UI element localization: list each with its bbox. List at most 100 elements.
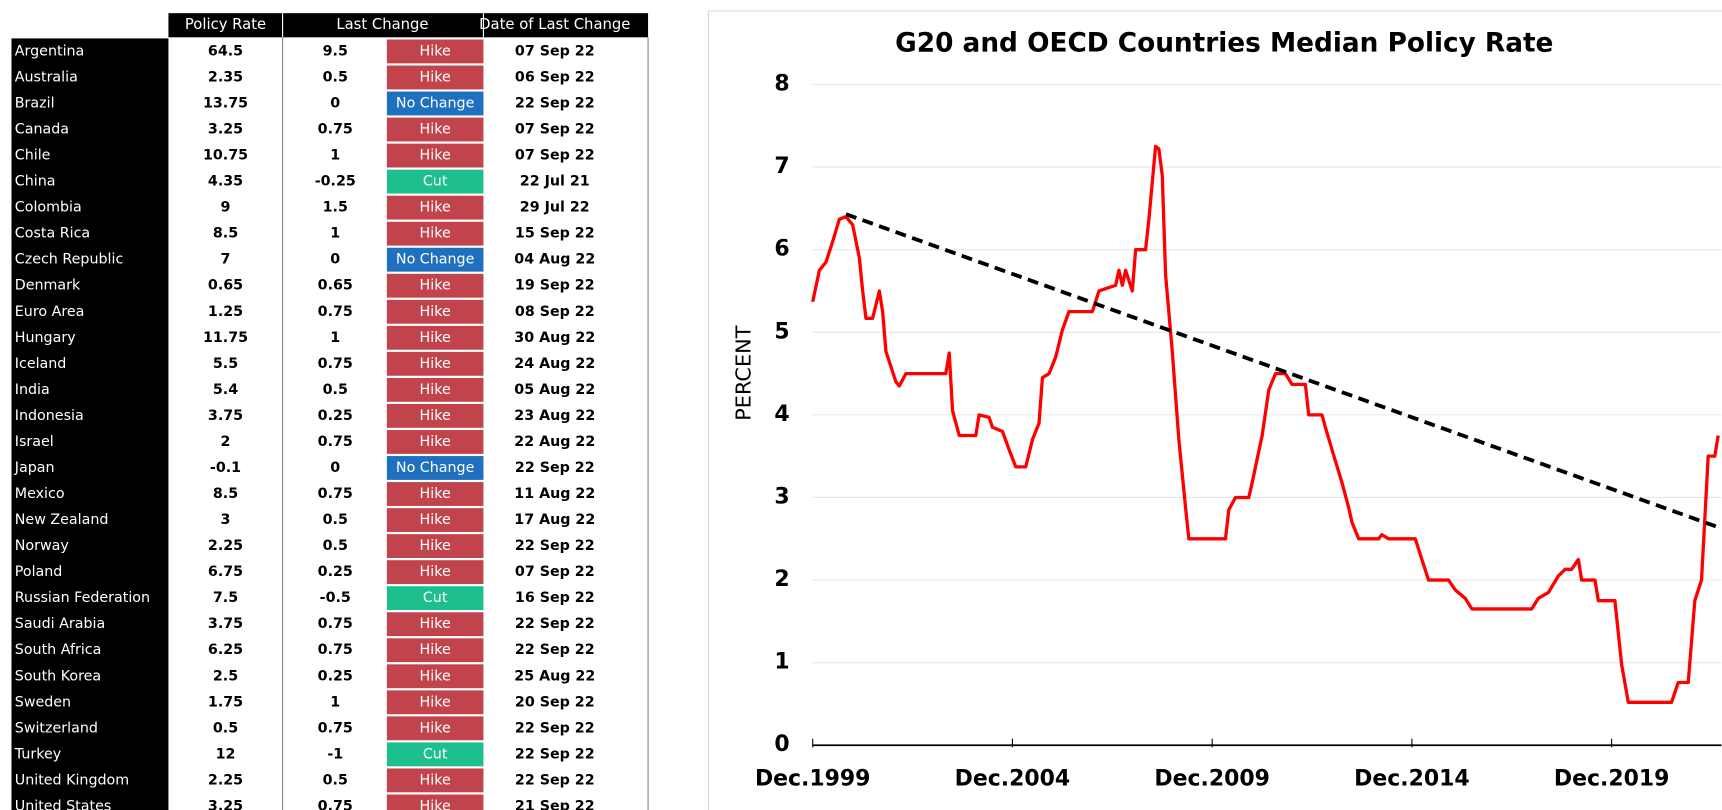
- policy-rate: 7.5: [213, 590, 238, 606]
- date: 07 Sep 22: [515, 122, 595, 138]
- last-change: 0.75: [318, 486, 353, 502]
- action-cell: [386, 638, 484, 663]
- action-cell: [386, 351, 484, 376]
- last-change: 0.75: [318, 304, 353, 320]
- action-cell: [386, 794, 484, 810]
- last-change: 0.65: [318, 278, 353, 294]
- date: 22 Sep 22: [515, 746, 595, 762]
- x-tick-label: Dec.2019: [1554, 766, 1669, 791]
- x-tick-label: Dec.2009: [1154, 766, 1269, 791]
- date: 22 Sep 22: [515, 96, 595, 112]
- policy-rate: 2.25: [208, 538, 243, 554]
- date: 20 Sep 22: [515, 694, 595, 710]
- action: Hike: [420, 772, 451, 788]
- date: 22 Sep 22: [515, 772, 595, 788]
- policy-rate: 3.75: [208, 616, 243, 632]
- last-change: 0.5: [323, 69, 348, 85]
- country: Indonesia: [15, 408, 84, 424]
- last-change: -0.25: [315, 174, 356, 190]
- date: 22 Sep 22: [515, 460, 595, 476]
- country: New Zealand: [15, 512, 109, 528]
- action: Hike: [420, 122, 451, 138]
- action: Hike: [420, 304, 451, 320]
- country: United Kingdom: [15, 772, 129, 788]
- country: Iceland: [15, 356, 67, 372]
- last-change: 0: [330, 252, 340, 268]
- action: Hike: [420, 538, 451, 554]
- last-change: -1: [327, 746, 343, 762]
- last-change: 0.75: [318, 798, 353, 810]
- policy-rate: 12: [216, 746, 236, 762]
- action: Hike: [420, 798, 451, 810]
- country: Sweden: [15, 694, 71, 710]
- country: Israel: [15, 434, 54, 450]
- policy-rate: 9: [221, 200, 231, 216]
- policy-rate: 64.5: [208, 43, 243, 59]
- action: Hike: [420, 434, 451, 450]
- action-cell: [386, 456, 484, 480]
- policy-rate: 7: [221, 252, 231, 268]
- policy-rate: -0.1: [210, 460, 241, 476]
- action: Hike: [420, 720, 451, 736]
- action: Hike: [420, 694, 451, 710]
- y-axis-label: PERCENT: [732, 325, 756, 420]
- last-change: 0.25: [318, 564, 353, 580]
- country: Costa Rica: [15, 226, 90, 242]
- policy-rate: 4.35: [208, 174, 243, 190]
- last-change: 0.75: [318, 642, 353, 658]
- y-tick-label: 2: [774, 567, 789, 592]
- action: Hike: [420, 200, 451, 216]
- policy-rate: 2: [221, 434, 231, 450]
- x-tick-label: Dec.2004: [955, 766, 1070, 791]
- action-cell: [386, 690, 484, 715]
- country: Chile: [15, 148, 51, 164]
- y-tick-label: 8: [774, 72, 789, 97]
- country: Mexico: [15, 486, 65, 502]
- action: Hike: [420, 69, 451, 85]
- date: 30 Aug 22: [514, 330, 595, 346]
- policy-rate: 0.5: [213, 720, 238, 736]
- country: Norway: [15, 538, 70, 554]
- action-cell: [386, 742, 484, 767]
- action-cell: [386, 716, 484, 741]
- action: Hike: [420, 278, 451, 294]
- action: Hike: [420, 148, 451, 164]
- column-header: Date of Last Change: [479, 16, 630, 33]
- y-tick-label: 4: [774, 402, 789, 427]
- policy-rate: 13.75: [203, 96, 248, 112]
- country: United States: [15, 798, 112, 810]
- action: Hike: [420, 564, 451, 580]
- last-change: 0.5: [323, 382, 348, 398]
- action: Hike: [420, 356, 451, 372]
- y-tick-label: 3: [774, 484, 789, 509]
- action-cell: [386, 91, 484, 116]
- policy-rate: 3.25: [208, 798, 243, 810]
- date: 07 Sep 22: [515, 43, 595, 59]
- country-column: [11, 38, 169, 810]
- date: 11 Aug 22: [514, 486, 595, 502]
- action: Cut: [423, 174, 448, 190]
- action-cell: [386, 169, 484, 194]
- x-tick-label: Dec.1999: [755, 766, 870, 791]
- action-cell: [386, 195, 484, 220]
- date: 22 Sep 22: [515, 616, 595, 632]
- action: Hike: [420, 616, 451, 632]
- date: 04 Aug 22: [514, 252, 595, 268]
- last-change: 1: [330, 694, 340, 710]
- action: No Change: [396, 252, 475, 268]
- action: Hike: [420, 642, 451, 658]
- policy-rate: 11.75: [203, 330, 248, 346]
- action: Cut: [423, 590, 448, 606]
- last-change: 0.25: [318, 668, 353, 684]
- last-change: 0.75: [318, 720, 353, 736]
- date: 06 Sep 22: [515, 69, 595, 85]
- country: India: [15, 382, 50, 398]
- action: Hike: [420, 226, 451, 242]
- policy-rate: 2.5: [213, 668, 238, 684]
- country: Euro Area: [15, 304, 85, 320]
- date: 21 Sep 22: [515, 798, 595, 810]
- country: Russian Federation: [15, 590, 150, 606]
- country: South Africa: [15, 642, 102, 658]
- date: 15 Sep 22: [515, 226, 595, 242]
